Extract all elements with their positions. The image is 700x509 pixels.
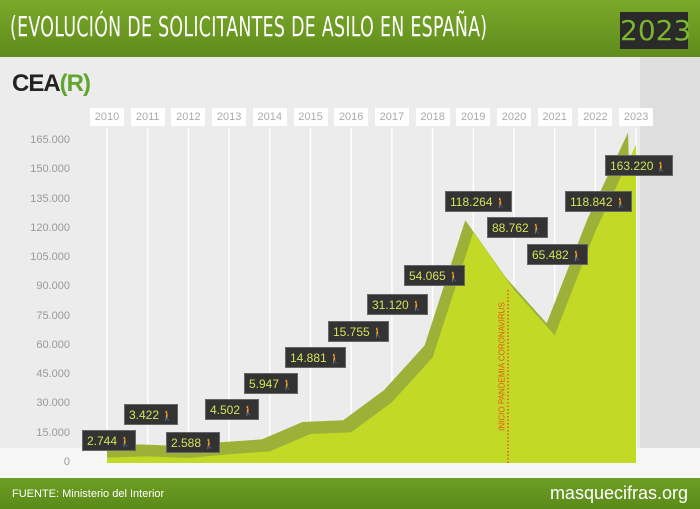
- person-walking-icon: 🚶: [530, 224, 544, 235]
- data-label: 4.502 🚶: [205, 399, 260, 420]
- area-series: [107, 144, 637, 463]
- year-tick-label: 2023: [619, 108, 654, 126]
- data-label-value: 2.744: [87, 434, 118, 448]
- y-tick-label: 30.000: [36, 397, 70, 410]
- person-walking-icon: 🚶: [410, 301, 424, 312]
- data-label: 3.422 🚶: [124, 404, 179, 425]
- person-walking-icon: 🚶: [203, 439, 216, 450]
- year-tick-label: 2021: [537, 108, 572, 126]
- pandemic-annotation: INICIO PANDEMIA CORONAVIRUS: [497, 302, 507, 431]
- year-tick-label: 2014: [252, 108, 287, 126]
- data-label-value: 163.220: [610, 159, 654, 173]
- data-label-value: 3.422: [129, 408, 160, 422]
- year-tick-label: 2010: [90, 108, 124, 126]
- background-wall: [640, 57, 700, 478]
- data-label: 163.220 🚶: [605, 155, 673, 176]
- person-walking-icon: 🚶: [161, 411, 174, 422]
- data-label: 15.755 🚶: [328, 321, 390, 342]
- person-walking-icon: 🚶: [242, 406, 255, 417]
- data-label: 31.120 🚶: [367, 294, 429, 315]
- source-text: FUENTE: Ministerio del Interior: [12, 488, 165, 500]
- data-label-value: 118.264: [450, 195, 493, 209]
- y-tick-label: 0: [63, 456, 70, 468]
- logo-text: CEA: [12, 70, 61, 97]
- data-label: 2.588 🚶: [166, 432, 221, 453]
- data-label-value: 2.588: [171, 436, 202, 450]
- y-tick-label: 150.000: [30, 163, 70, 176]
- person-walking-icon: 🚶: [371, 328, 385, 339]
- person-walking-icon: 🚶: [614, 198, 627, 209]
- footer-bar: [0, 478, 700, 509]
- year-tick-label: 2019: [456, 108, 491, 126]
- y-tick-label: 90.000: [36, 280, 70, 293]
- y-tick-label: 105.000: [30, 251, 70, 264]
- data-label: 118.842 🚶: [565, 191, 632, 212]
- data-label-value: 118.842: [570, 195, 613, 209]
- year-tick-label: 2016: [334, 108, 369, 126]
- y-tick-label: 60.000: [36, 338, 70, 351]
- logo: CEA(R): [12, 70, 91, 98]
- header-bar: (EVOLUCIÓN DE SOLICITANTES DE ASILO EN E…: [0, 0, 700, 57]
- data-label-value: 54.065: [409, 269, 446, 283]
- logo-paren: (R): [59, 70, 91, 97]
- year-tick-label: 2011: [130, 108, 165, 126]
- site-url: masquecifras.org: [549, 483, 688, 503]
- person-walking-icon: 🚶: [119, 437, 132, 448]
- year-tick-label: 2012: [171, 108, 206, 126]
- person-walking-icon: 🚶: [655, 162, 668, 173]
- data-label: 118.264 🚶: [445, 191, 512, 212]
- year-tick-label: 2020: [497, 108, 531, 126]
- data-label: 5.947 🚶: [244, 373, 299, 394]
- person-walking-icon: 🚶: [447, 272, 461, 283]
- data-label: 2.744 🚶: [82, 430, 137, 451]
- y-tick-label: 165.000: [30, 134, 70, 146]
- person-walking-icon: 🚶: [281, 380, 294, 391]
- data-label: 14.881 🚶: [285, 347, 347, 368]
- year-tick-label: 2017: [374, 108, 409, 126]
- data-label-value: 14.881: [290, 351, 327, 365]
- data-label: 65.482 🚶: [527, 244, 589, 265]
- data-label-value: 5.947: [249, 377, 280, 391]
- year-badge: 2023: [620, 12, 692, 49]
- person-walking-icon: 🚶: [494, 198, 507, 209]
- y-tick-label: 15.000: [36, 426, 70, 439]
- year-tick-label: 2015: [293, 108, 328, 126]
- year-tick-label: 2022: [578, 108, 613, 126]
- y-tick-label: 135.000: [30, 192, 70, 205]
- y-tick-label: 120.000: [30, 221, 70, 234]
- data-label: 54.065 🚶: [404, 265, 466, 286]
- person-walking-icon: 🚶: [328, 354, 342, 365]
- data-label-value: 4.502: [210, 403, 241, 417]
- year-tick-label: 2013: [212, 108, 247, 126]
- data-label-value: 65.482: [532, 248, 569, 262]
- data-label-value: 15.755: [333, 325, 370, 339]
- year-tick-label: 2018: [415, 108, 450, 126]
- data-label-value: 88.762: [492, 221, 529, 235]
- person-walking-icon: 🚶: [570, 251, 584, 262]
- page-title: (EVOLUCIÓN DE SOLICITANTES DE ASILO EN E…: [10, 10, 488, 43]
- y-tick-label: 75.000: [36, 309, 70, 322]
- data-label-value: 31.120: [372, 298, 409, 312]
- data-label: 88.762 🚶: [487, 217, 549, 238]
- y-tick-label: 45.000: [36, 368, 70, 381]
